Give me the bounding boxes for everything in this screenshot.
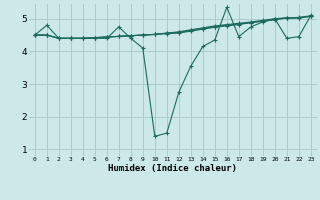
- X-axis label: Humidex (Indice chaleur): Humidex (Indice chaleur): [108, 164, 237, 173]
